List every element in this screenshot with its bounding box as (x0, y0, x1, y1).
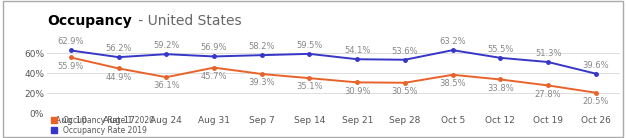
Text: 33.8%: 33.8% (487, 84, 514, 93)
Text: 36.1%: 36.1% (153, 81, 180, 90)
Text: 54.1%: 54.1% (344, 46, 371, 55)
Text: 51.3%: 51.3% (535, 49, 562, 58)
Text: 55.5%: 55.5% (487, 45, 513, 54)
Legend: Occupancy Rate 1 2020, Occupancy Rate 2019: Occupancy Rate 1 2020, Occupancy Rate 20… (51, 116, 154, 135)
Text: 39.3%: 39.3% (249, 78, 275, 87)
Text: 44.9%: 44.9% (105, 73, 131, 82)
Text: 59.2%: 59.2% (153, 41, 180, 50)
Text: 38.5%: 38.5% (439, 79, 466, 88)
Text: 27.8%: 27.8% (535, 90, 562, 99)
Text: 35.1%: 35.1% (296, 82, 323, 91)
Text: 30.9%: 30.9% (344, 87, 371, 95)
Text: 63.2%: 63.2% (439, 37, 466, 46)
Text: 58.2%: 58.2% (249, 42, 275, 51)
Text: 30.5%: 30.5% (392, 87, 418, 96)
Text: 56.9%: 56.9% (201, 43, 227, 52)
Text: 62.9%: 62.9% (58, 37, 84, 46)
Text: 56.2%: 56.2% (105, 44, 132, 53)
Text: 45.7%: 45.7% (201, 72, 227, 81)
Text: 55.9%: 55.9% (58, 62, 84, 71)
Text: - United States: - United States (134, 14, 242, 28)
Text: 20.5%: 20.5% (583, 97, 609, 106)
Text: 39.6%: 39.6% (583, 61, 609, 70)
Text: 53.6%: 53.6% (392, 47, 418, 56)
Text: Occupancy: Occupancy (47, 14, 131, 28)
Text: 59.5%: 59.5% (296, 41, 322, 50)
